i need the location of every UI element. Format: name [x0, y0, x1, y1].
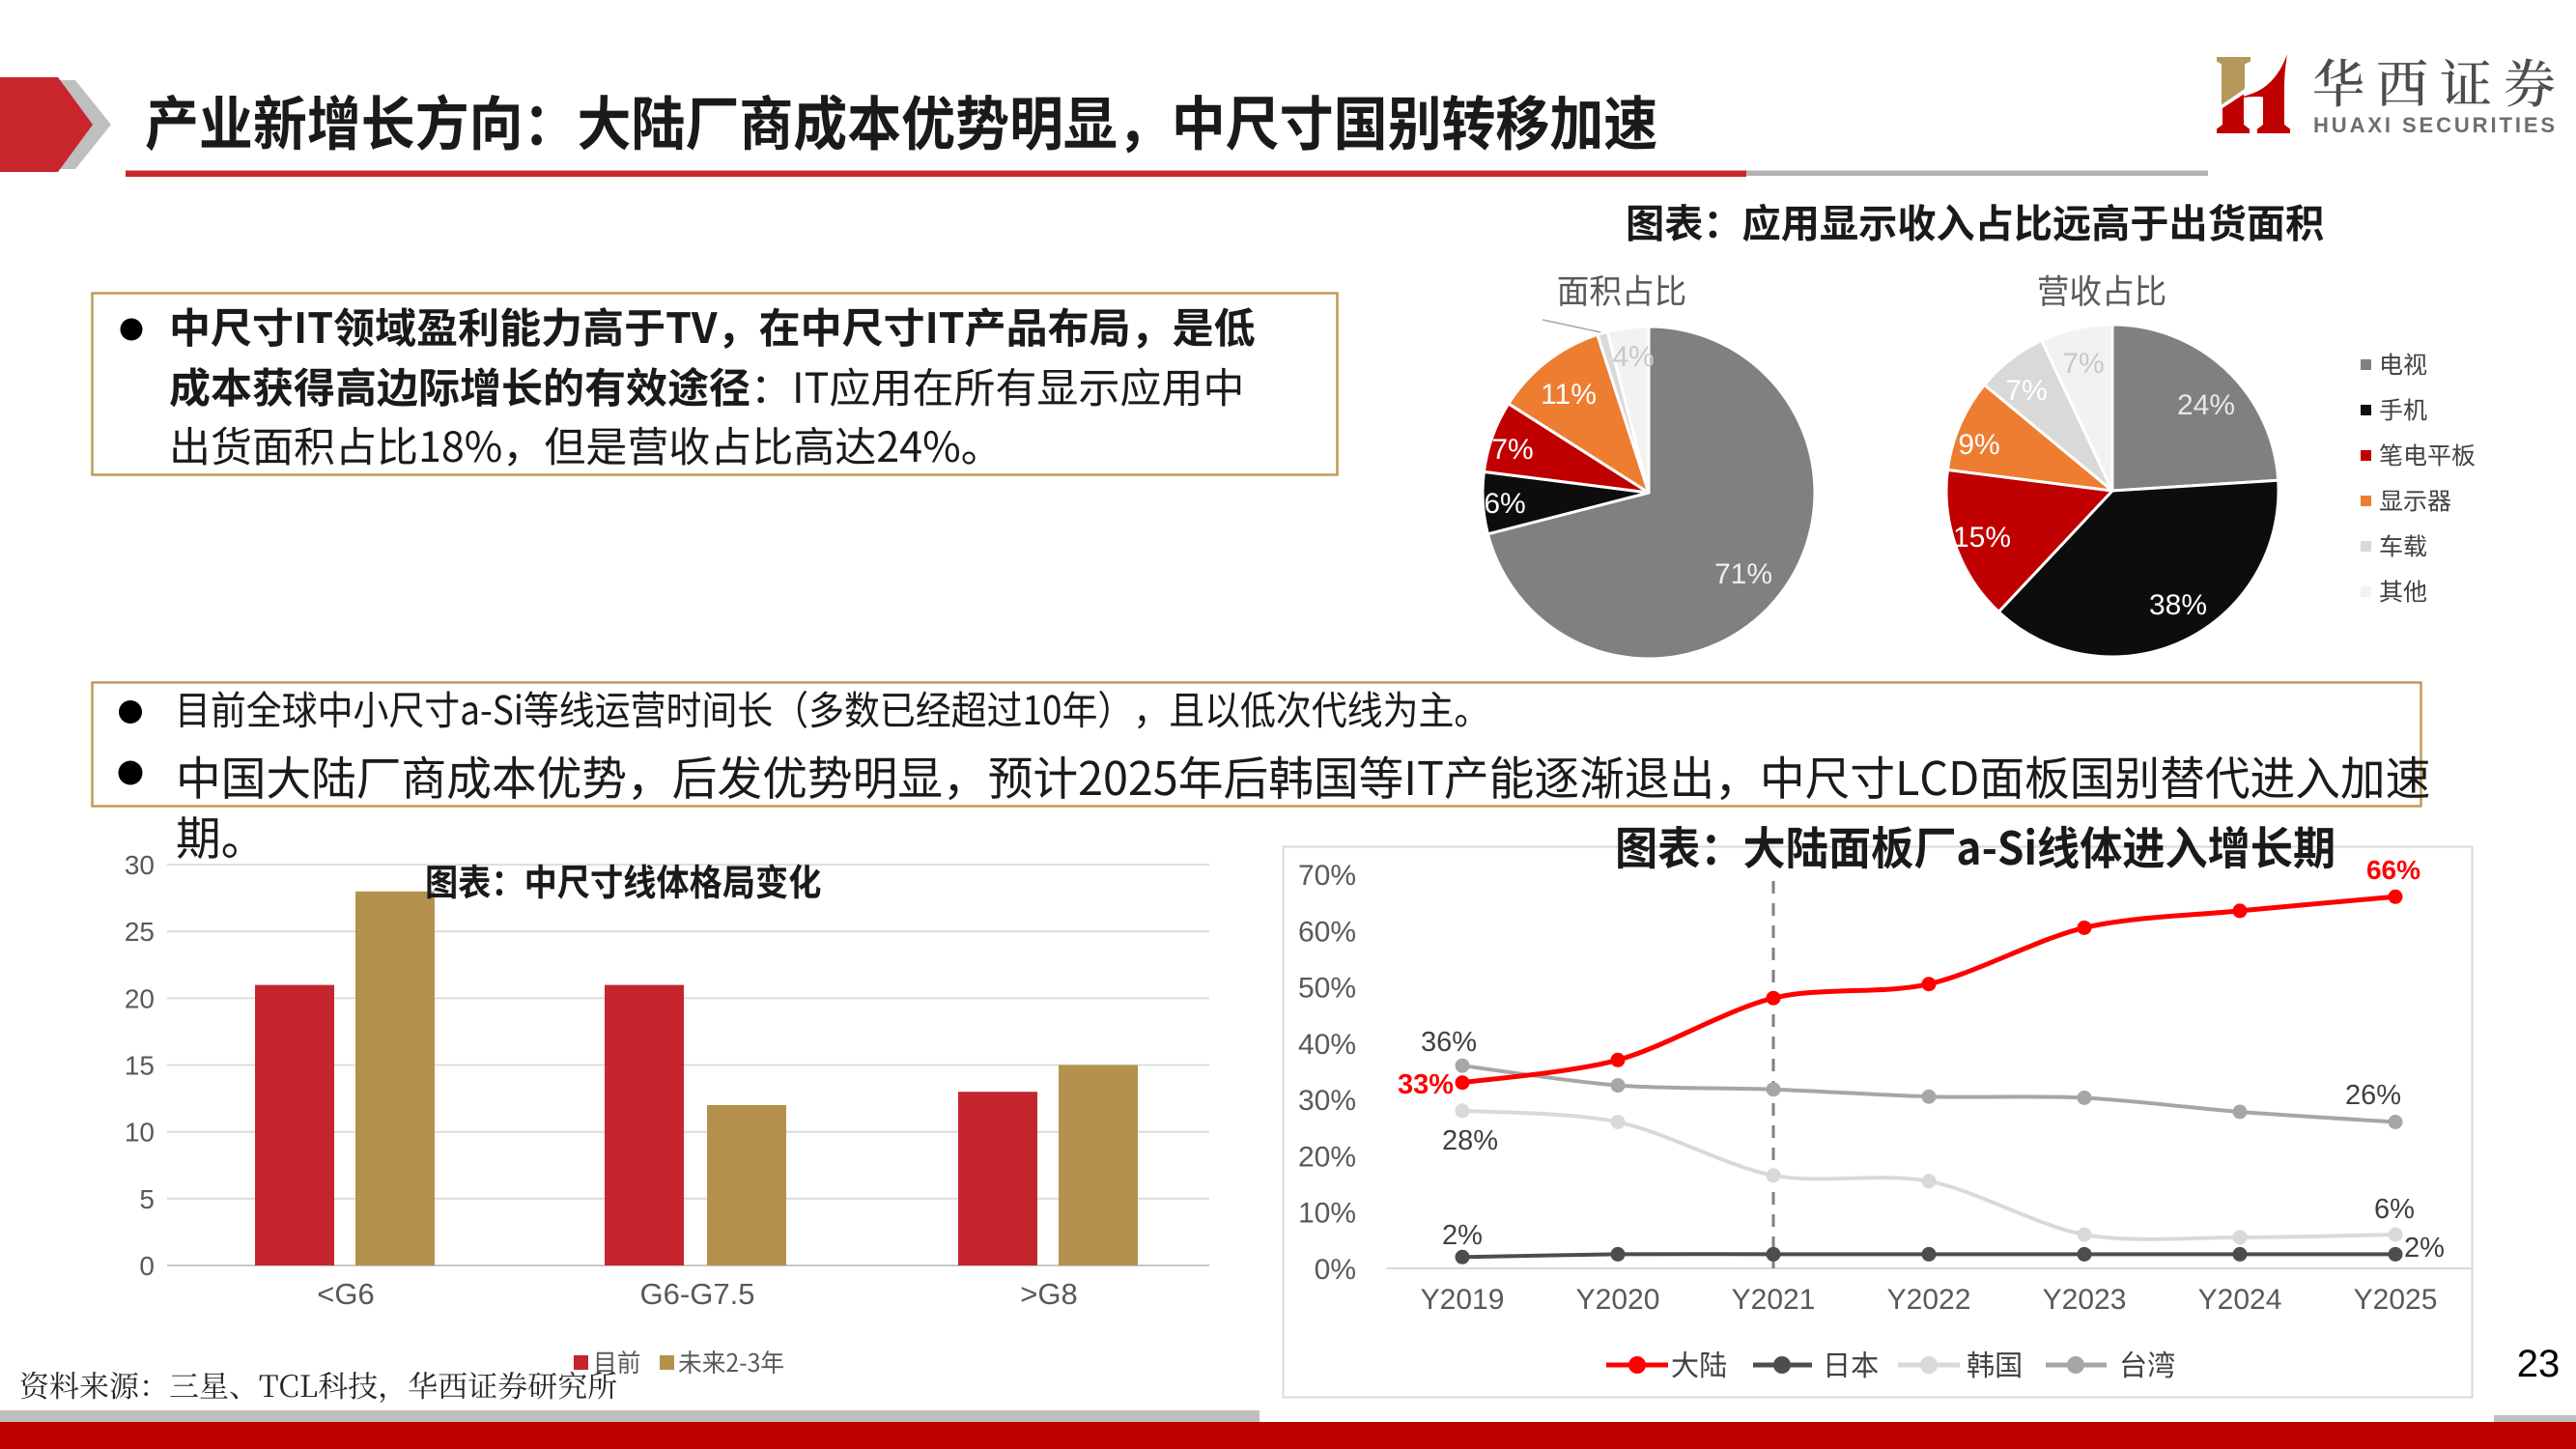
- svg-text:7%: 7%: [1491, 434, 1533, 466]
- svg-text:<G6: <G6: [317, 1277, 374, 1311]
- svg-text:50%: 50%: [1298, 973, 1356, 1005]
- svg-text:26%: 26%: [2345, 1080, 2401, 1111]
- svg-text:33%: 33%: [1398, 1069, 1454, 1100]
- svg-text:70%: 70%: [1298, 860, 1356, 892]
- svg-text:Y2021: Y2021: [1732, 1284, 1816, 1316]
- svg-text:2%: 2%: [1442, 1220, 1483, 1251]
- svg-text:2%: 2%: [2404, 1233, 2445, 1264]
- svg-text:24%: 24%: [2177, 389, 2235, 421]
- svg-text:25: 25: [125, 917, 155, 947]
- svg-text:20%: 20%: [1298, 1141, 1356, 1173]
- svg-text:71%: 71%: [1714, 558, 1772, 590]
- svg-text:4%: 4%: [1612, 341, 1654, 373]
- svg-text:Y2024: Y2024: [2198, 1284, 2282, 1316]
- svg-text:30: 30: [125, 850, 155, 880]
- svg-text:Y2020: Y2020: [1576, 1284, 1660, 1316]
- svg-text:11%: 11%: [1541, 379, 1597, 411]
- svg-text:Y2023: Y2023: [2043, 1284, 2127, 1316]
- svg-text:10: 10: [125, 1118, 155, 1148]
- svg-text:0: 0: [139, 1251, 155, 1281]
- svg-text:15%: 15%: [1953, 522, 2011, 554]
- svg-text:10%: 10%: [1298, 1198, 1356, 1230]
- svg-text:38%: 38%: [2149, 589, 2207, 621]
- svg-text:36%: 36%: [1421, 1027, 1477, 1058]
- svg-text:7%: 7%: [2005, 375, 2047, 407]
- svg-text:G6-G7.5: G6-G7.5: [640, 1277, 755, 1311]
- svg-text:7%: 7%: [2062, 348, 2104, 380]
- svg-text:40%: 40%: [1298, 1029, 1356, 1061]
- svg-text:HUAXI SECURITIES: HUAXI SECURITIES: [2313, 113, 2558, 137]
- svg-text:66%: 66%: [2366, 855, 2420, 885]
- svg-text:0%: 0%: [1315, 1254, 1356, 1286]
- svg-text:5: 5: [139, 1184, 155, 1214]
- svg-text:6%: 6%: [1484, 488, 1525, 520]
- svg-text:15: 15: [125, 1051, 155, 1081]
- svg-text:>G8: >G8: [1020, 1277, 1077, 1311]
- svg-text:Y2025: Y2025: [2354, 1284, 2438, 1316]
- svg-text:30%: 30%: [1298, 1085, 1356, 1117]
- svg-text:20: 20: [125, 983, 155, 1013]
- svg-text:Y2022: Y2022: [1887, 1284, 1971, 1316]
- svg-text:Y2019: Y2019: [1421, 1284, 1505, 1316]
- svg-text:6%: 6%: [2374, 1194, 2415, 1225]
- svg-text:9%: 9%: [1958, 429, 1999, 461]
- svg-text:23: 23: [2517, 1343, 2561, 1385]
- svg-text:28%: 28%: [1442, 1125, 1498, 1156]
- svg-text:60%: 60%: [1298, 916, 1356, 948]
